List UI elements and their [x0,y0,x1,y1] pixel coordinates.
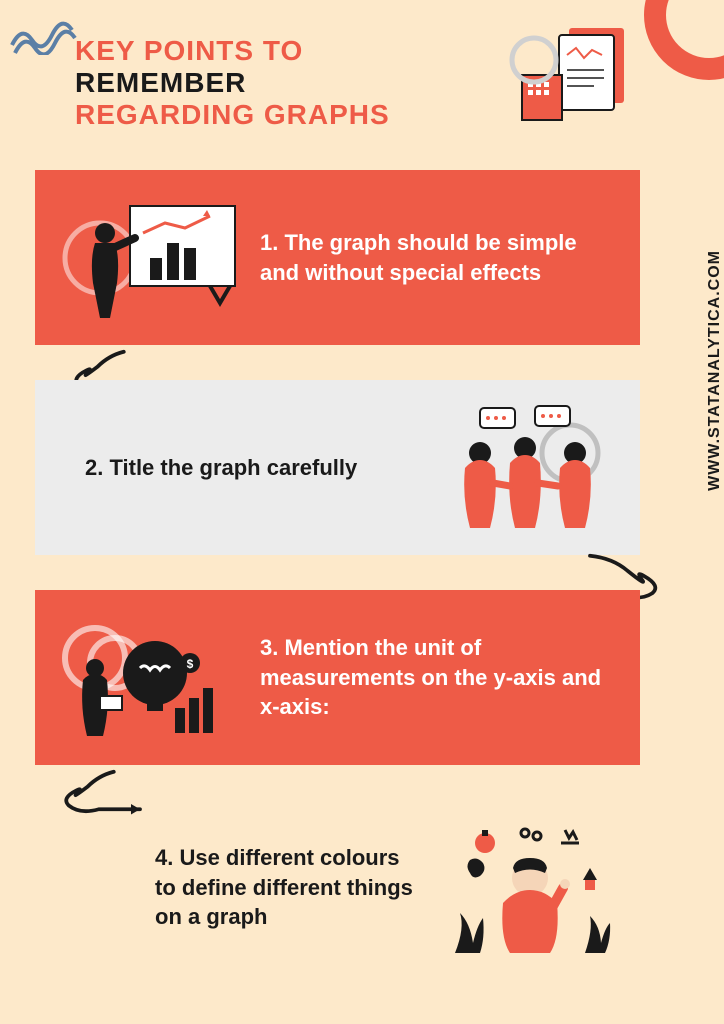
clipboard-icon [504,20,634,130]
corner-decoration [644,0,724,80]
point-card-4: 4. Use different colours to define diffe… [35,800,690,975]
person-ideas-icon [435,818,625,958]
point-2-text: 2. Title the graph carefully [55,453,430,483]
point-card-1: 1. The graph should be simple and withou… [35,170,640,345]
title-line-3: REGARDING GRAPHS [75,99,475,131]
analytics-idea-icon: $ [55,608,245,748]
title-line-1: KEY POINTS TO [75,35,475,67]
page-title: KEY POINTS TO REMEMBER REGARDING GRAPHS [75,35,475,131]
title-line-2: REMEMBER [75,67,475,99]
point-3-text: 3. Mention the unit of measurements on t… [245,633,620,722]
website-label: WWW.STATANALYTICA.COM [706,250,724,491]
point-4-text: 4. Use different colours to define diffe… [55,843,435,932]
presenter-chart-icon [55,188,245,328]
people-discussion-icon [430,398,620,538]
point-1-text: 1. The graph should be simple and withou… [245,228,620,287]
wavy-decoration [10,15,80,55]
point-card-2: 2. Title the graph carefully [35,380,640,555]
point-card-3: $ 3. Mention the unit of measurements on… [35,590,640,765]
svg-text:$: $ [187,657,194,671]
